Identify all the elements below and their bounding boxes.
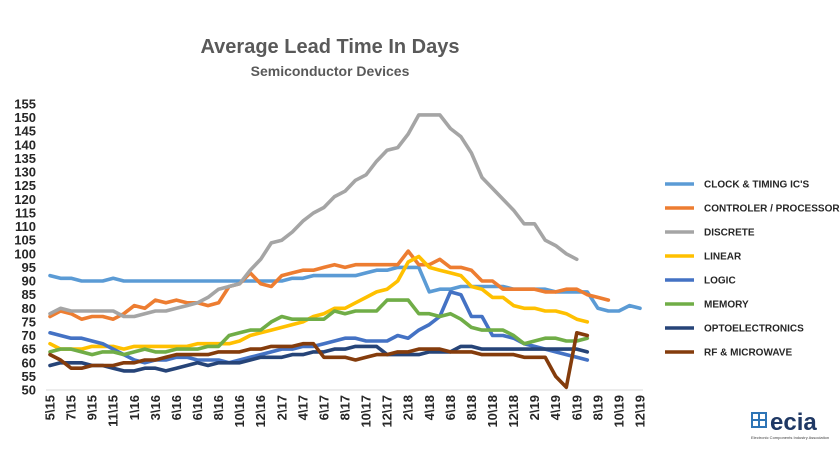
x-tick-label: 10\19: [611, 395, 626, 428]
y-tick-label: 110: [15, 219, 36, 234]
x-tick-label: 12\16: [253, 395, 268, 428]
x-tick-label: 2\18: [401, 395, 416, 420]
series-lines: [48, 113, 642, 390]
y-tick-label: 90: [22, 274, 36, 289]
x-tick-label: 6\17: [316, 395, 331, 420]
y-tick-label: 95: [22, 260, 36, 275]
x-tick-label: 6\19: [569, 395, 584, 420]
y-tick-label: 60: [22, 355, 36, 370]
x-tick-label: 6\16: [169, 395, 184, 420]
x-tick-label: 2\17: [274, 395, 289, 420]
y-tick-label: 70: [22, 328, 36, 343]
x-tick-label: 8\17: [338, 395, 353, 420]
legend-label: LOGIC: [704, 276, 736, 287]
y-tick-label: 130: [14, 165, 36, 180]
x-tick-label: 5\15: [43, 395, 58, 420]
y-tick-label: 140: [14, 137, 36, 152]
x-tick-label: 2\19: [527, 395, 542, 420]
y-tick-label: 150: [14, 110, 36, 125]
x-tick-label: 4\18: [422, 395, 437, 420]
y-tick-label: 120: [14, 192, 36, 207]
x-tick-label: 8\16: [211, 395, 226, 420]
x-tick-label: 10\18: [485, 395, 500, 428]
y-tick-label: 155: [14, 97, 36, 112]
series-line: [48, 330, 590, 390]
legend: CLOCK & TIMING IC'S CONTROLER / PROCESSOR…: [665, 180, 840, 359]
legend-label: CLOCK & TIMING IC'S: [704, 180, 809, 191]
x-tick-label: 8\18: [464, 395, 479, 420]
x-tick-label: 12\19: [633, 395, 648, 428]
ecia-logo-mark: [751, 412, 767, 428]
ecia-logo-text: ecia: [770, 409, 817, 436]
y-tick-label: 75: [22, 314, 36, 329]
plot-area: 5055606570758085909510010511011512012513…: [14, 97, 647, 428]
x-tick-label: 7\15: [64, 395, 79, 420]
y-tick-label: 125: [14, 178, 36, 193]
x-tick-label: 6\16: [190, 395, 205, 420]
chart-title: Average Lead Time In Days: [200, 36, 459, 58]
chart-subtitle: Semiconductor Devices: [251, 63, 410, 79]
series-line: [48, 298, 590, 357]
y-tick-label: 50: [22, 383, 36, 398]
legend-label: RF & MICROWAVE: [704, 348, 792, 359]
x-tick-label: 12\17: [380, 395, 395, 428]
ecia-logo-tagline: Electronic Components Industry Associati…: [751, 435, 829, 440]
x-tick-label: 4\19: [548, 395, 563, 420]
y-tick-label: 85: [22, 287, 36, 302]
series-line: [48, 249, 611, 322]
y-tick-label: 135: [14, 151, 36, 166]
x-tick-label: 10\16: [232, 395, 247, 428]
y-tick-label: 55: [22, 369, 36, 384]
y-tick-label: 100: [14, 246, 36, 261]
y-tick-label: 80: [22, 301, 36, 316]
x-tick-label: 11\15: [106, 395, 121, 427]
x-tick-label: 1\16: [127, 395, 142, 420]
series-line: [48, 254, 590, 351]
x-tick-label: 4\17: [295, 395, 310, 420]
series-line: [48, 265, 642, 313]
x-axis: 5\15 7\15 9\15 11\15 1\16 3\16 6\16 6\16 8\16 10\…: [43, 395, 648, 428]
legend-label: CONTROLER / PROCESSOR: [704, 204, 840, 215]
legend-label: LINEAR: [704, 252, 742, 263]
x-tick-label: 9\15: [85, 395, 100, 420]
y-tick-label: 105: [14, 233, 36, 248]
series-line: [48, 113, 579, 319]
x-tick-label: 12\18: [506, 395, 521, 428]
legend-label: DISCRETE: [704, 228, 755, 239]
x-tick-label: 8\19: [590, 395, 605, 420]
legend-label: MEMORY: [704, 300, 749, 311]
y-tick-label: 115: [15, 205, 36, 220]
x-tick-label: 3\16: [148, 395, 163, 420]
y-tick-label: 145: [14, 124, 36, 139]
legend-label: OPTOELECTRONICS: [704, 324, 804, 335]
ecia-logo: ecia Electronic Components Industry Asso…: [751, 409, 829, 440]
y-axis: 5055606570758085909510010511011512012513…: [14, 97, 36, 398]
x-tick-label: 6\18: [443, 395, 458, 420]
y-tick-label: 65: [22, 342, 36, 357]
x-tick-label: 10\17: [359, 395, 374, 428]
